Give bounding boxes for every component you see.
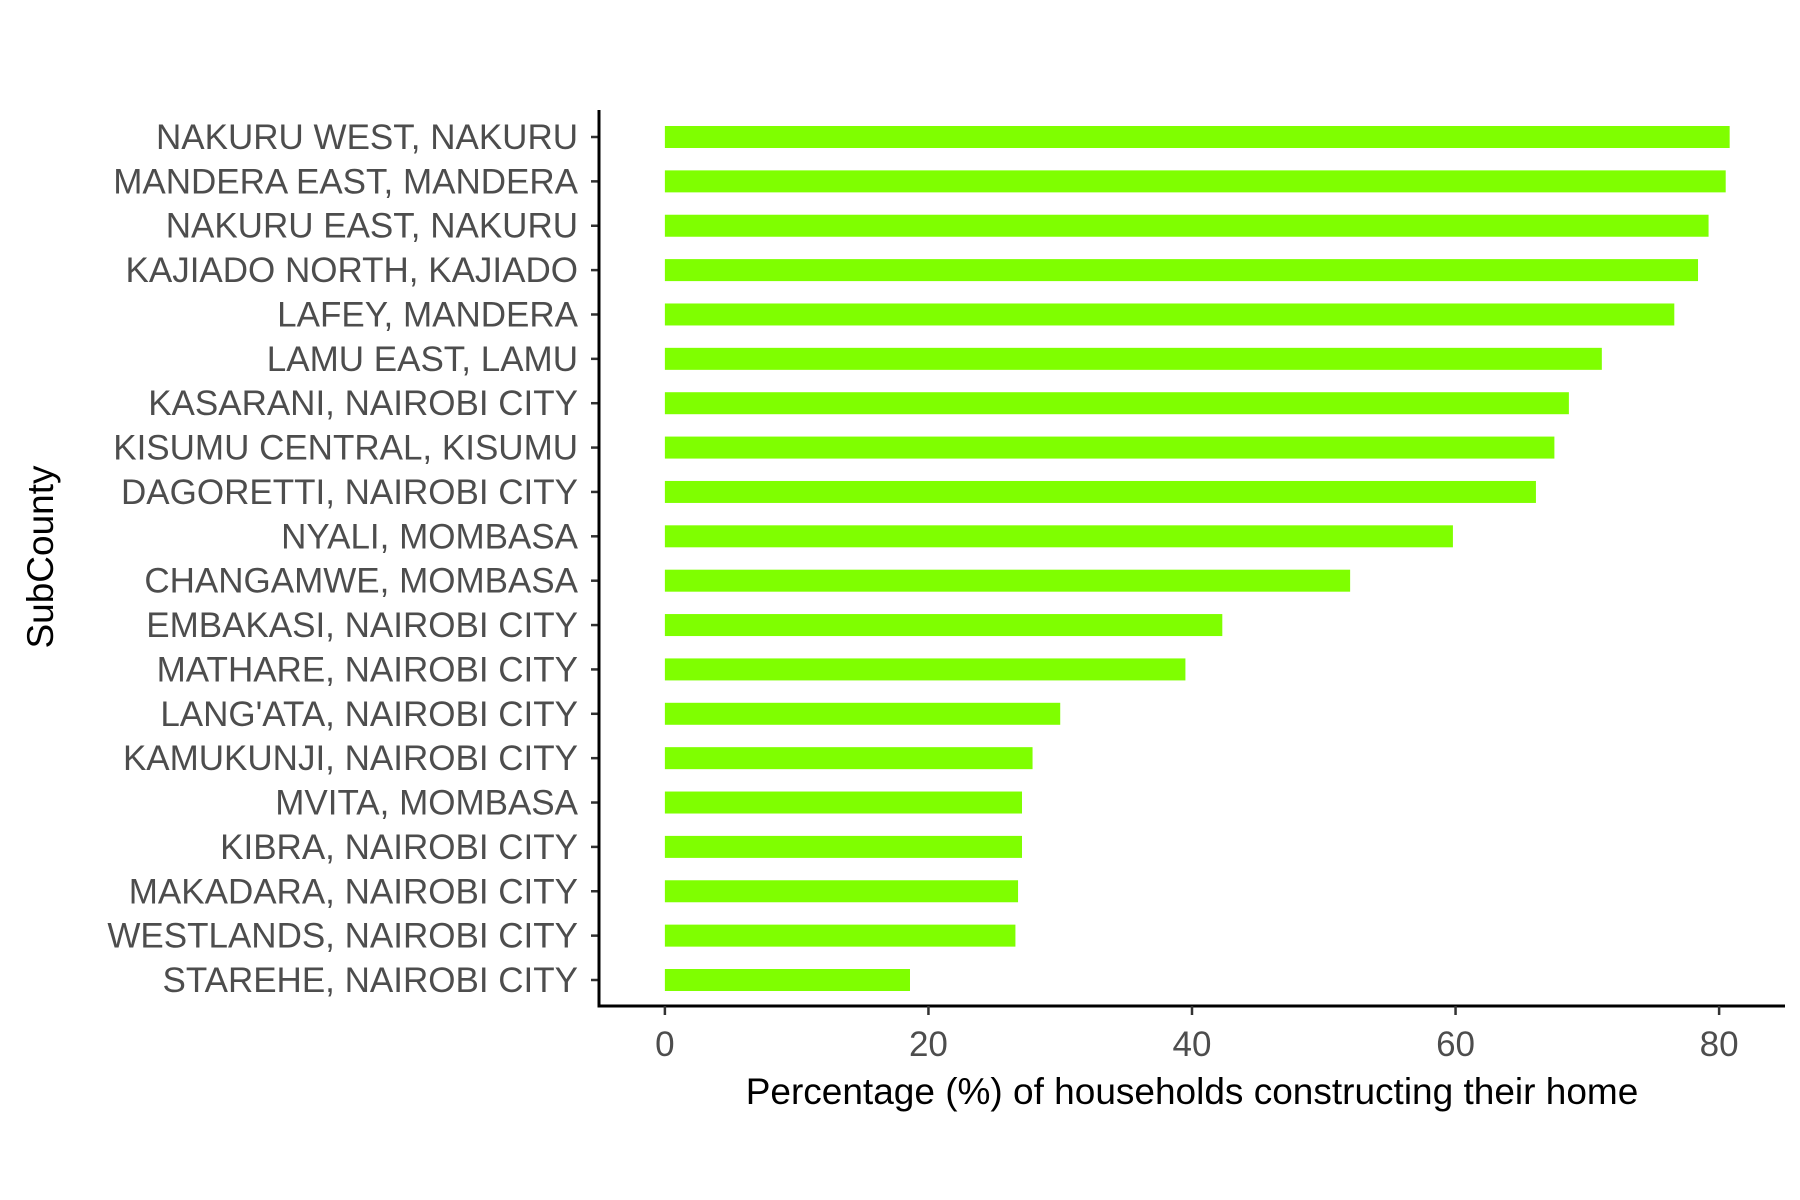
y-tick-label: LAFEY, MANDERA: [277, 295, 578, 334]
x-tick-label: 20: [909, 1025, 948, 1064]
y-tick-label: KIBRA, NAIROBI CITY: [220, 828, 578, 867]
bar: [664, 569, 1351, 592]
y-tick-label: MATHARE, NAIROBI CITY: [157, 650, 578, 689]
x-axis-title: Percentage (%) of households constructin…: [746, 1071, 1639, 1112]
axes-layer: [591, 110, 1785, 1015]
y-tick-label: LANG'ATA, NAIROBI CITY: [160, 695, 578, 734]
bar: [664, 969, 910, 991]
y-tick-label: MVITA, MOMBASA: [275, 784, 578, 823]
bar: [664, 347, 1602, 370]
y-tick-label: MANDERA EAST, MANDERA: [113, 162, 578, 201]
bar: [664, 480, 1536, 503]
bars-layer: [664, 126, 1730, 991]
bar: [664, 525, 1453, 548]
bar: [664, 747, 1033, 770]
y-tick-label: EMBAKASI, NAIROBI CITY: [146, 606, 578, 645]
y-tick-label: KASARANI, NAIROBI CITY: [148, 384, 578, 423]
bar: [664, 658, 1186, 681]
bar: [664, 614, 1223, 637]
bar: [664, 791, 1023, 814]
y-tick-label: WESTLANDS, NAIROBI CITY: [107, 917, 578, 956]
bar: [664, 835, 1023, 858]
bar: [664, 436, 1555, 459]
bar: [664, 880, 1019, 903]
x-tick-label: 60: [1436, 1025, 1475, 1064]
y-tick-label: DAGORETTI, NAIROBI CITY: [121, 473, 578, 512]
y-tick-label: KAMUKUNJI, NAIROBI CITY: [123, 739, 578, 778]
y-tick-label: LAMU EAST, LAMU: [267, 340, 578, 379]
y-tick-label: KISUMU CENTRAL, KISUMU: [113, 429, 578, 468]
y-tick-label: NYALI, MOMBASA: [281, 517, 579, 556]
x-tick-label: 0: [655, 1025, 674, 1064]
bar: [664, 214, 1709, 237]
y-tick-label: MAKADARA, NAIROBI CITY: [129, 872, 578, 911]
x-tick-label: 80: [1700, 1025, 1739, 1064]
y-axis-title: SubCounty: [20, 465, 61, 649]
bar: [664, 259, 1699, 282]
x-tick-label: 40: [1173, 1025, 1212, 1064]
y-tick-label: CHANGAMWE, MOMBASA: [144, 562, 578, 601]
bar: [664, 702, 1061, 725]
bar: [664, 126, 1730, 148]
y-tick-label: NAKURU EAST, NAKURU: [166, 207, 578, 246]
y-tick-label: KAJIADO NORTH, KAJIADO: [126, 251, 579, 290]
y-tick-label: STAREHE, NAIROBI CITY: [162, 961, 578, 1000]
bar: [664, 303, 1675, 326]
bar: [664, 170, 1726, 193]
bar: [664, 924, 1016, 947]
bar: [664, 392, 1569, 415]
y-tick-label: NAKURU WEST, NAKURU: [156, 118, 578, 157]
labels-layer: NAKURU WEST, NAKURU MANDERA EAST, MANDERA…: [107, 118, 1738, 1064]
